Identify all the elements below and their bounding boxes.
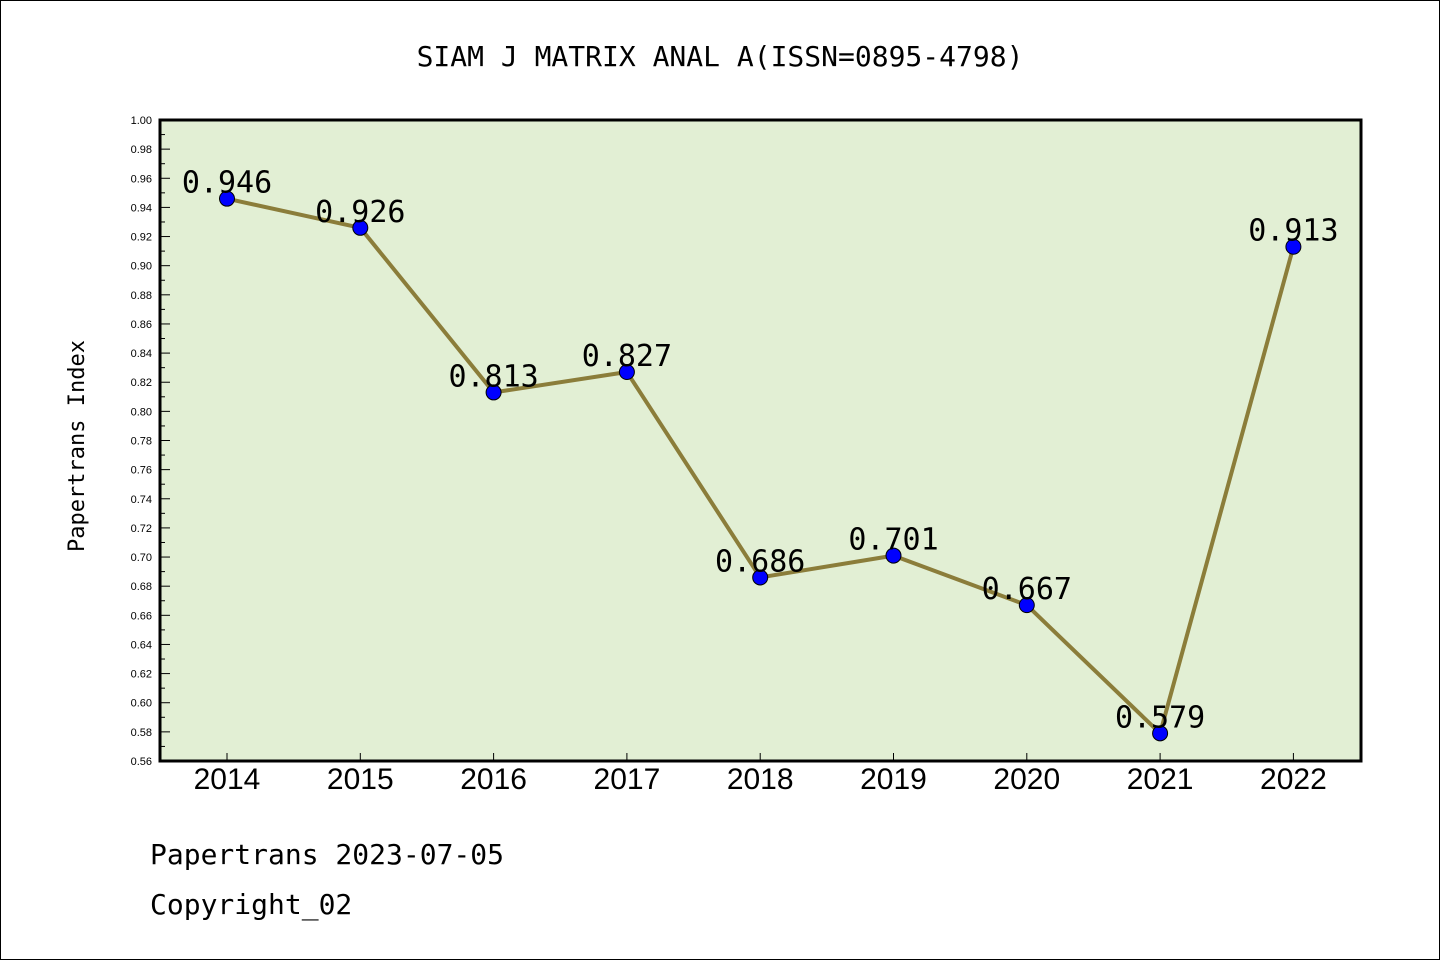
series-layer (219, 190, 1302, 742)
data-label-2015: 0.926 (315, 195, 405, 230)
data-label-2020: 0.667 (982, 572, 1072, 607)
x-tick-label: 2017 (594, 763, 661, 796)
data-point-2022 (1285, 238, 1302, 255)
x-axis-ticks: 2014 2015 2016 2017 2018 2019 2020 2021 2022 (194, 753, 1327, 796)
y-tick-label: 0.90 (131, 261, 152, 273)
y-tick-label: 0.60 (131, 698, 152, 710)
y-tick-label: 0.84 (131, 348, 152, 360)
data-label-2017: 0.827 (582, 339, 672, 374)
y-tick-label: 0.66 (131, 610, 152, 622)
y-tick-label: 0.68 (131, 581, 152, 593)
data-label-2021: 0.579 (1115, 700, 1205, 735)
plot-border (158, 118, 1363, 763)
x-tick-label: 2022 (1260, 763, 1327, 796)
y-tick-label: 1.00 (131, 115, 152, 127)
x-tick-label: 2016 (460, 763, 527, 796)
x-tick-label: 2020 (993, 763, 1060, 796)
x-tick-label: 2019 (860, 763, 927, 796)
x-tick-label: 2015 (327, 763, 394, 796)
data-label-2016: 0.813 (448, 359, 538, 394)
y-tick-label: 0.94 (131, 202, 152, 214)
footer-copyright: Copyright_02 (150, 888, 352, 922)
y-tick-label: 0.80 (131, 406, 152, 418)
y-tick-label: 0.86 (131, 319, 152, 331)
data-point-2019 (885, 547, 902, 564)
data-point-2018 (752, 569, 769, 586)
data-point-2016 (485, 384, 502, 401)
data-point-2015 (352, 219, 369, 236)
data-label-2014: 0.946 (182, 166, 272, 201)
chart-title: SIAM J MATRIX ANAL A(ISSN=0895-4798) (417, 40, 1024, 73)
y-tick-label: 0.92 (131, 232, 152, 244)
footer-date: Papertrans 2023-07-05 (150, 838, 504, 871)
y-tick-label: 0.72 (131, 523, 152, 535)
y-tick-label: 0.56 (131, 756, 152, 768)
y-tick-label: 0.70 (131, 552, 152, 564)
y-tick-label: 0.82 (131, 377, 152, 389)
y-tick-label: 0.58 (131, 727, 152, 739)
x-tick-label: 2021 (1127, 763, 1194, 796)
data-labels: 0.946 0.926 0.813 0.827 0.686 0.701 0.667 0.579… (182, 166, 1339, 736)
y-tick-label: 0.76 (131, 465, 152, 477)
y-tick-label: 0.78 (131, 436, 152, 448)
y-axis-ticks: 0.56 0.58 0.60 0.62 0.64 0.66 0.68 0.70 0.72 0.74… (131, 115, 170, 768)
data-point-2017 (618, 364, 635, 381)
data-point-2021 (1152, 725, 1169, 742)
data-label-2018: 0.686 (715, 544, 805, 579)
y-tick-label: 0.64 (131, 639, 152, 651)
data-label-2019: 0.701 (848, 523, 938, 558)
y-tick-label: 0.96 (131, 173, 152, 185)
y-axis-label: Papertrans Index (65, 340, 90, 552)
y-tick-label: 0.88 (131, 290, 152, 302)
y-tick-label: 0.98 (131, 144, 152, 156)
data-point-2020 (1018, 597, 1035, 614)
data-point-2014 (219, 190, 235, 207)
data-label-2022: 0.913 (1248, 214, 1338, 249)
x-tick-label: 2018 (727, 763, 794, 796)
x-tick-label: 2014 (194, 763, 261, 796)
y-tick-label: 0.62 (131, 669, 152, 681)
y-tick-label: 0.74 (131, 494, 152, 506)
